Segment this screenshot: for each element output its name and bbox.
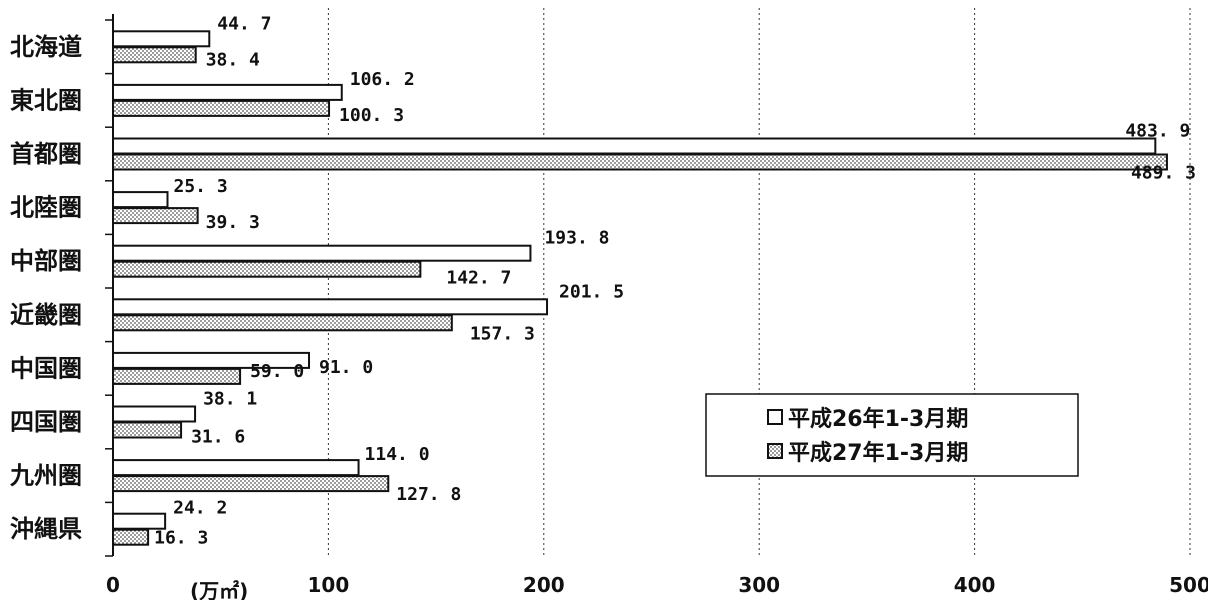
category-label: 九州圏 — [9, 462, 82, 490]
bar — [112, 99, 331, 117]
bar — [112, 421, 183, 439]
data-label: 201. 5 — [559, 281, 624, 302]
bar — [112, 83, 343, 101]
category-label: 近畿圏 — [10, 301, 82, 329]
data-label: 31. 6 — [191, 427, 245, 448]
data-label: 114. 0 — [365, 444, 430, 465]
data-label: 24. 2 — [173, 498, 227, 519]
labels: 北海道 44. 7 38. 4 東北圏 106. 2 100. 3 首都圏 483. 9 489… — [9, 13, 1196, 548]
bar — [112, 260, 422, 278]
data-label: 193. 8 — [544, 228, 609, 249]
bar — [112, 475, 390, 493]
bar — [112, 46, 197, 64]
x-tick-label: 400 — [954, 573, 996, 597]
data-label: 127. 8 — [396, 484, 461, 505]
bar — [112, 367, 242, 385]
data-label: 483. 9 — [1125, 121, 1190, 142]
x-tick-label: 100 — [308, 573, 350, 597]
legend-entry: 平成27年1-3月期 — [788, 440, 968, 466]
bar — [112, 30, 211, 48]
x-tick-label: 300 — [738, 573, 780, 597]
category-label: 東北圏 — [10, 86, 82, 114]
legend-box — [705, 393, 1079, 477]
legend-swatch — [767, 443, 783, 459]
bar — [112, 137, 1157, 155]
data-label: 59. 0 — [250, 361, 304, 382]
legend-entry: 平成26年1-3月期 — [788, 406, 968, 432]
category-label: 沖縄県 — [10, 515, 82, 543]
data-label: 106. 2 — [350, 69, 415, 90]
data-label: 489. 3 — [1131, 163, 1196, 184]
x-tick-label: 500 — [1169, 573, 1208, 597]
bar — [112, 405, 197, 423]
bar — [112, 314, 453, 332]
bar — [112, 512, 167, 530]
bar — [112, 153, 1168, 171]
category-label: 首都圏 — [10, 140, 82, 168]
data-label: 44. 7 — [217, 13, 271, 34]
category-label: 北海道 — [10, 33, 82, 61]
data-label: 142. 7 — [446, 268, 511, 289]
data-label: 39. 3 — [206, 212, 260, 233]
data-label: 38. 1 — [203, 389, 257, 410]
data-label: 25. 3 — [173, 176, 227, 197]
data-label: 157. 3 — [470, 323, 535, 344]
category-label: 四国圏 — [10, 408, 82, 436]
x-tick-label: 200 — [523, 573, 565, 597]
axes: 0 100 200 300 400 500 (万㎡) — [105, 14, 1208, 600]
bar — [112, 528, 150, 546]
bar — [112, 459, 360, 477]
legend-swatch — [767, 409, 783, 425]
bar — [112, 244, 532, 262]
bar — [112, 298, 549, 316]
unit-label: (万㎡) — [190, 579, 248, 600]
bar — [112, 191, 169, 209]
bars — [112, 30, 1168, 546]
category-label: 中国圏 — [10, 354, 82, 382]
bar — [112, 207, 199, 225]
data-label: 38. 4 — [206, 49, 260, 70]
x-tick-label: 0 — [106, 573, 120, 597]
category-label: 北陸圏 — [10, 194, 82, 222]
data-label: 16. 3 — [154, 528, 208, 549]
category-label: 中部圏 — [10, 247, 82, 275]
data-label: 91. 0 — [319, 357, 373, 378]
data-label: 100. 3 — [339, 105, 404, 126]
